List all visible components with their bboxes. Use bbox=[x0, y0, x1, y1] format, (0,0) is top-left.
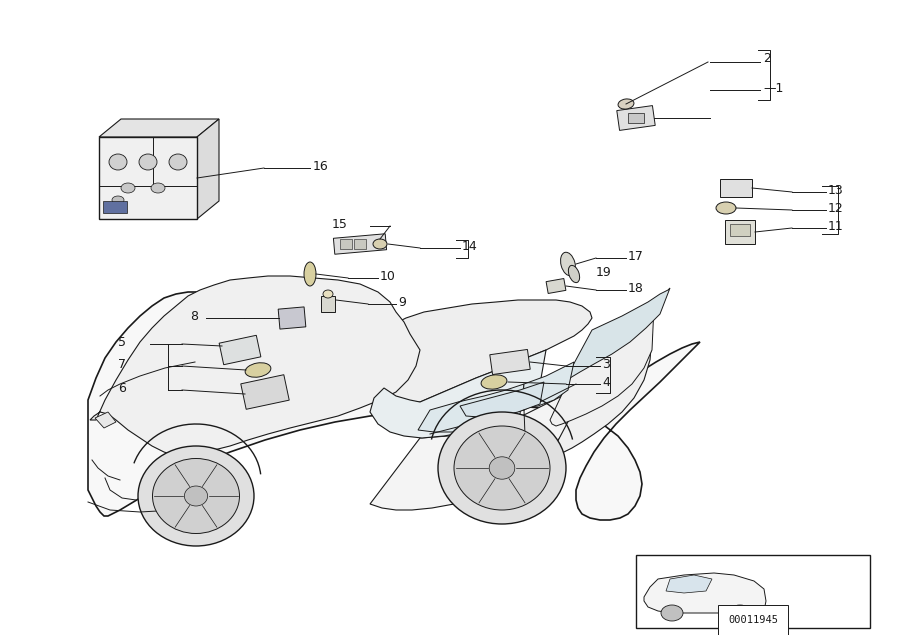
Polygon shape bbox=[644, 573, 766, 613]
Polygon shape bbox=[616, 105, 655, 130]
Polygon shape bbox=[628, 113, 644, 123]
Text: 13: 13 bbox=[828, 185, 844, 197]
Polygon shape bbox=[522, 362, 574, 408]
Polygon shape bbox=[418, 384, 524, 432]
Polygon shape bbox=[88, 292, 700, 520]
Ellipse shape bbox=[618, 99, 634, 109]
Ellipse shape bbox=[184, 486, 208, 506]
Polygon shape bbox=[550, 306, 654, 426]
Polygon shape bbox=[490, 349, 530, 375]
Ellipse shape bbox=[716, 202, 736, 214]
Polygon shape bbox=[730, 224, 750, 236]
Polygon shape bbox=[564, 288, 670, 382]
Ellipse shape bbox=[323, 290, 333, 298]
Ellipse shape bbox=[661, 605, 683, 621]
Polygon shape bbox=[197, 119, 219, 219]
Text: 16: 16 bbox=[313, 161, 328, 173]
Text: 00011945: 00011945 bbox=[728, 615, 778, 625]
Text: 8: 8 bbox=[190, 311, 198, 323]
Ellipse shape bbox=[169, 154, 187, 170]
Ellipse shape bbox=[245, 363, 271, 377]
Polygon shape bbox=[90, 276, 420, 456]
Ellipse shape bbox=[151, 183, 165, 193]
Text: —1: —1 bbox=[763, 81, 783, 95]
Polygon shape bbox=[241, 375, 289, 410]
Ellipse shape bbox=[438, 412, 566, 524]
Ellipse shape bbox=[482, 375, 507, 389]
Polygon shape bbox=[103, 201, 127, 213]
Ellipse shape bbox=[490, 457, 515, 479]
Ellipse shape bbox=[152, 458, 239, 533]
Text: 19: 19 bbox=[596, 265, 612, 279]
Text: 2: 2 bbox=[763, 51, 771, 65]
Ellipse shape bbox=[139, 154, 157, 170]
Polygon shape bbox=[354, 239, 366, 249]
Polygon shape bbox=[99, 137, 197, 219]
Text: 6: 6 bbox=[118, 382, 126, 396]
Polygon shape bbox=[321, 296, 335, 312]
Polygon shape bbox=[720, 179, 752, 197]
Ellipse shape bbox=[138, 446, 254, 546]
Polygon shape bbox=[460, 382, 544, 418]
Text: 3: 3 bbox=[602, 359, 610, 371]
Ellipse shape bbox=[121, 183, 135, 193]
Ellipse shape bbox=[454, 426, 550, 510]
Ellipse shape bbox=[304, 262, 316, 286]
Polygon shape bbox=[546, 279, 566, 293]
Polygon shape bbox=[666, 575, 712, 593]
Text: 5: 5 bbox=[118, 337, 126, 349]
Ellipse shape bbox=[373, 239, 387, 249]
Polygon shape bbox=[366, 300, 592, 402]
Ellipse shape bbox=[729, 605, 751, 621]
Text: 15: 15 bbox=[332, 218, 348, 232]
Polygon shape bbox=[725, 220, 755, 244]
Text: 9: 9 bbox=[398, 297, 406, 309]
Polygon shape bbox=[278, 307, 306, 329]
Text: 12: 12 bbox=[828, 203, 844, 215]
Text: 18: 18 bbox=[628, 283, 644, 295]
Polygon shape bbox=[370, 380, 590, 510]
Ellipse shape bbox=[112, 196, 124, 204]
Text: 11: 11 bbox=[828, 220, 844, 234]
Ellipse shape bbox=[109, 154, 127, 170]
Polygon shape bbox=[552, 334, 652, 454]
Polygon shape bbox=[333, 234, 387, 254]
Polygon shape bbox=[340, 239, 352, 249]
Text: 4: 4 bbox=[602, 377, 610, 389]
Ellipse shape bbox=[561, 252, 575, 276]
Polygon shape bbox=[219, 335, 261, 364]
Polygon shape bbox=[95, 412, 116, 428]
Ellipse shape bbox=[569, 265, 580, 283]
Polygon shape bbox=[370, 350, 546, 438]
Text: 14: 14 bbox=[462, 241, 478, 253]
Text: 17: 17 bbox=[628, 250, 644, 264]
Bar bbox=[636, 555, 870, 628]
Polygon shape bbox=[99, 119, 219, 137]
Text: 7: 7 bbox=[118, 359, 126, 371]
Text: 10: 10 bbox=[380, 271, 396, 283]
